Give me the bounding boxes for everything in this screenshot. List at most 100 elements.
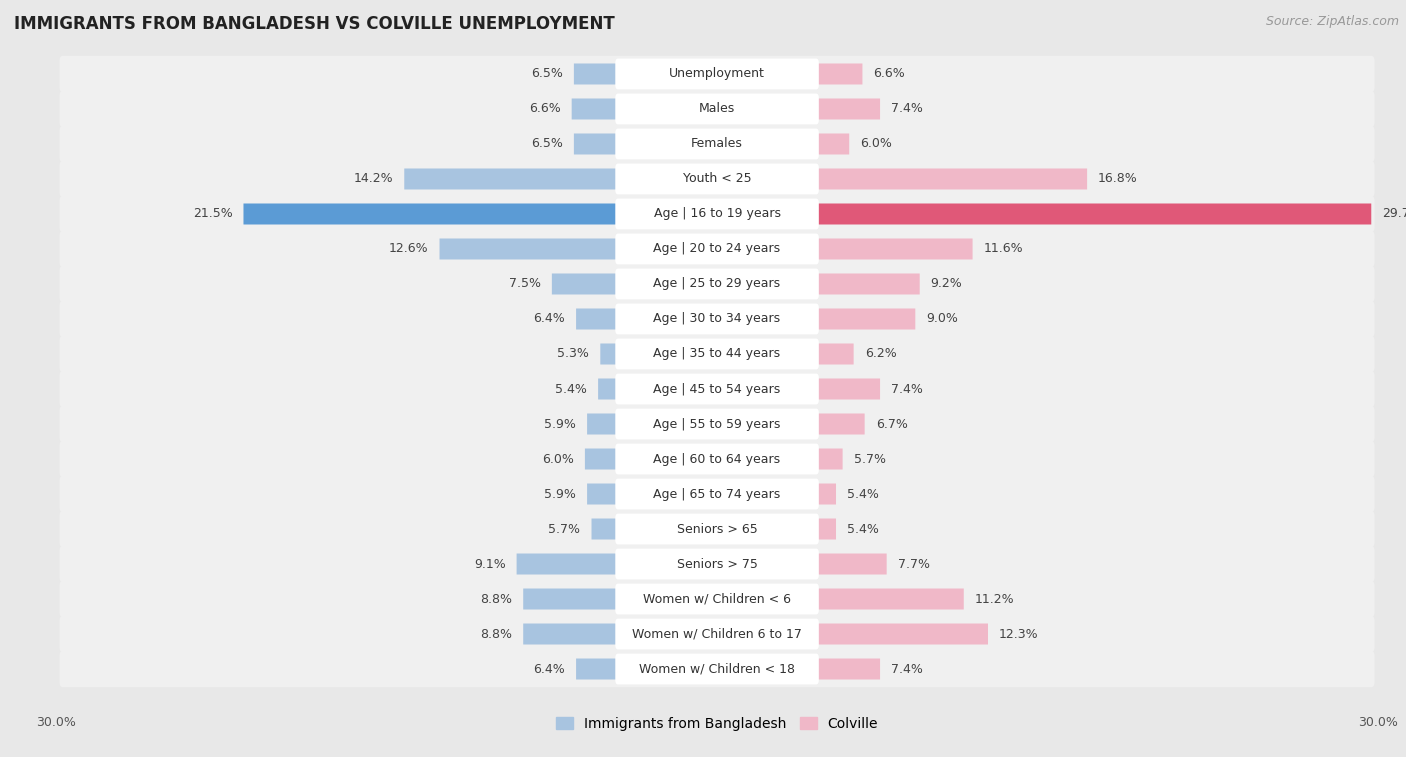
Text: 11.2%: 11.2% <box>974 593 1014 606</box>
Text: Seniors > 75: Seniors > 75 <box>676 557 758 571</box>
Text: 14.2%: 14.2% <box>354 173 394 185</box>
Text: Males: Males <box>699 102 735 116</box>
Text: 8.8%: 8.8% <box>481 593 512 606</box>
FancyBboxPatch shape <box>717 413 865 435</box>
Text: 6.0%: 6.0% <box>860 138 893 151</box>
FancyBboxPatch shape <box>717 484 837 504</box>
FancyBboxPatch shape <box>616 584 818 615</box>
FancyBboxPatch shape <box>717 344 853 365</box>
Text: Women w/ Children < 6: Women w/ Children < 6 <box>643 593 792 606</box>
FancyBboxPatch shape <box>717 98 880 120</box>
Legend: Immigrants from Bangladesh, Colville: Immigrants from Bangladesh, Colville <box>550 711 884 736</box>
FancyBboxPatch shape <box>59 615 1375 653</box>
Text: Unemployment: Unemployment <box>669 67 765 80</box>
Text: 12.3%: 12.3% <box>1000 628 1039 640</box>
Text: 6.6%: 6.6% <box>529 102 561 116</box>
FancyBboxPatch shape <box>59 301 1375 337</box>
FancyBboxPatch shape <box>717 133 849 154</box>
Text: Age | 45 to 54 years: Age | 45 to 54 years <box>654 382 780 395</box>
FancyBboxPatch shape <box>717 169 1087 189</box>
Text: 7.5%: 7.5% <box>509 278 541 291</box>
Text: 7.7%: 7.7% <box>897 557 929 571</box>
Text: Females: Females <box>692 138 742 151</box>
FancyBboxPatch shape <box>717 238 973 260</box>
Text: 6.4%: 6.4% <box>533 313 565 326</box>
FancyBboxPatch shape <box>616 478 818 509</box>
FancyBboxPatch shape <box>523 588 717 609</box>
FancyBboxPatch shape <box>616 304 818 335</box>
FancyBboxPatch shape <box>523 624 717 644</box>
FancyBboxPatch shape <box>616 58 818 89</box>
Text: Age | 30 to 34 years: Age | 30 to 34 years <box>654 313 780 326</box>
FancyBboxPatch shape <box>59 196 1375 232</box>
FancyBboxPatch shape <box>59 581 1375 617</box>
Text: 12.6%: 12.6% <box>389 242 429 256</box>
Text: 6.0%: 6.0% <box>541 453 574 466</box>
FancyBboxPatch shape <box>616 444 818 475</box>
FancyBboxPatch shape <box>717 64 862 85</box>
FancyBboxPatch shape <box>59 336 1375 372</box>
Text: 7.4%: 7.4% <box>891 662 922 675</box>
Text: 6.7%: 6.7% <box>876 418 907 431</box>
FancyBboxPatch shape <box>59 511 1375 547</box>
FancyBboxPatch shape <box>59 126 1375 162</box>
Text: 9.1%: 9.1% <box>474 557 506 571</box>
FancyBboxPatch shape <box>717 204 1371 225</box>
FancyBboxPatch shape <box>59 231 1375 267</box>
FancyBboxPatch shape <box>616 653 818 684</box>
FancyBboxPatch shape <box>574 133 717 154</box>
FancyBboxPatch shape <box>551 273 717 294</box>
FancyBboxPatch shape <box>616 409 818 439</box>
Text: Women w/ Children < 18: Women w/ Children < 18 <box>640 662 794 675</box>
FancyBboxPatch shape <box>574 64 717 85</box>
FancyBboxPatch shape <box>717 659 880 680</box>
FancyBboxPatch shape <box>616 164 818 195</box>
Text: 5.9%: 5.9% <box>544 488 576 500</box>
Text: 6.5%: 6.5% <box>531 67 562 80</box>
FancyBboxPatch shape <box>717 309 915 329</box>
FancyBboxPatch shape <box>616 618 818 650</box>
FancyBboxPatch shape <box>717 273 920 294</box>
Text: Age | 60 to 64 years: Age | 60 to 64 years <box>654 453 780 466</box>
Text: Age | 25 to 29 years: Age | 25 to 29 years <box>654 278 780 291</box>
FancyBboxPatch shape <box>592 519 717 540</box>
Text: 5.4%: 5.4% <box>555 382 588 395</box>
FancyBboxPatch shape <box>243 204 717 225</box>
FancyBboxPatch shape <box>717 624 988 644</box>
FancyBboxPatch shape <box>59 546 1375 582</box>
FancyBboxPatch shape <box>572 98 717 120</box>
Text: 5.3%: 5.3% <box>557 347 589 360</box>
Text: Age | 65 to 74 years: Age | 65 to 74 years <box>654 488 780 500</box>
Text: Age | 35 to 44 years: Age | 35 to 44 years <box>654 347 780 360</box>
FancyBboxPatch shape <box>616 549 818 579</box>
Text: 9.0%: 9.0% <box>927 313 959 326</box>
FancyBboxPatch shape <box>600 344 717 365</box>
FancyBboxPatch shape <box>59 56 1375 92</box>
Text: 5.7%: 5.7% <box>548 522 581 535</box>
FancyBboxPatch shape <box>616 94 818 124</box>
Text: 6.4%: 6.4% <box>533 662 565 675</box>
FancyBboxPatch shape <box>59 406 1375 442</box>
FancyBboxPatch shape <box>59 91 1375 127</box>
Text: 5.9%: 5.9% <box>544 418 576 431</box>
FancyBboxPatch shape <box>616 338 818 369</box>
FancyBboxPatch shape <box>588 484 717 504</box>
Text: Age | 16 to 19 years: Age | 16 to 19 years <box>654 207 780 220</box>
Text: 8.8%: 8.8% <box>481 628 512 640</box>
Text: 7.4%: 7.4% <box>891 382 922 395</box>
FancyBboxPatch shape <box>717 378 880 400</box>
Text: 6.2%: 6.2% <box>865 347 897 360</box>
FancyBboxPatch shape <box>588 413 717 435</box>
FancyBboxPatch shape <box>59 441 1375 477</box>
Text: 7.4%: 7.4% <box>891 102 922 116</box>
FancyBboxPatch shape <box>616 374 818 404</box>
Text: 5.7%: 5.7% <box>853 453 886 466</box>
Text: 11.6%: 11.6% <box>984 242 1024 256</box>
FancyBboxPatch shape <box>616 513 818 544</box>
Text: 21.5%: 21.5% <box>193 207 232 220</box>
FancyBboxPatch shape <box>440 238 717 260</box>
FancyBboxPatch shape <box>576 659 717 680</box>
Text: IMMIGRANTS FROM BANGLADESH VS COLVILLE UNEMPLOYMENT: IMMIGRANTS FROM BANGLADESH VS COLVILLE U… <box>14 15 614 33</box>
FancyBboxPatch shape <box>717 448 842 469</box>
FancyBboxPatch shape <box>616 198 818 229</box>
